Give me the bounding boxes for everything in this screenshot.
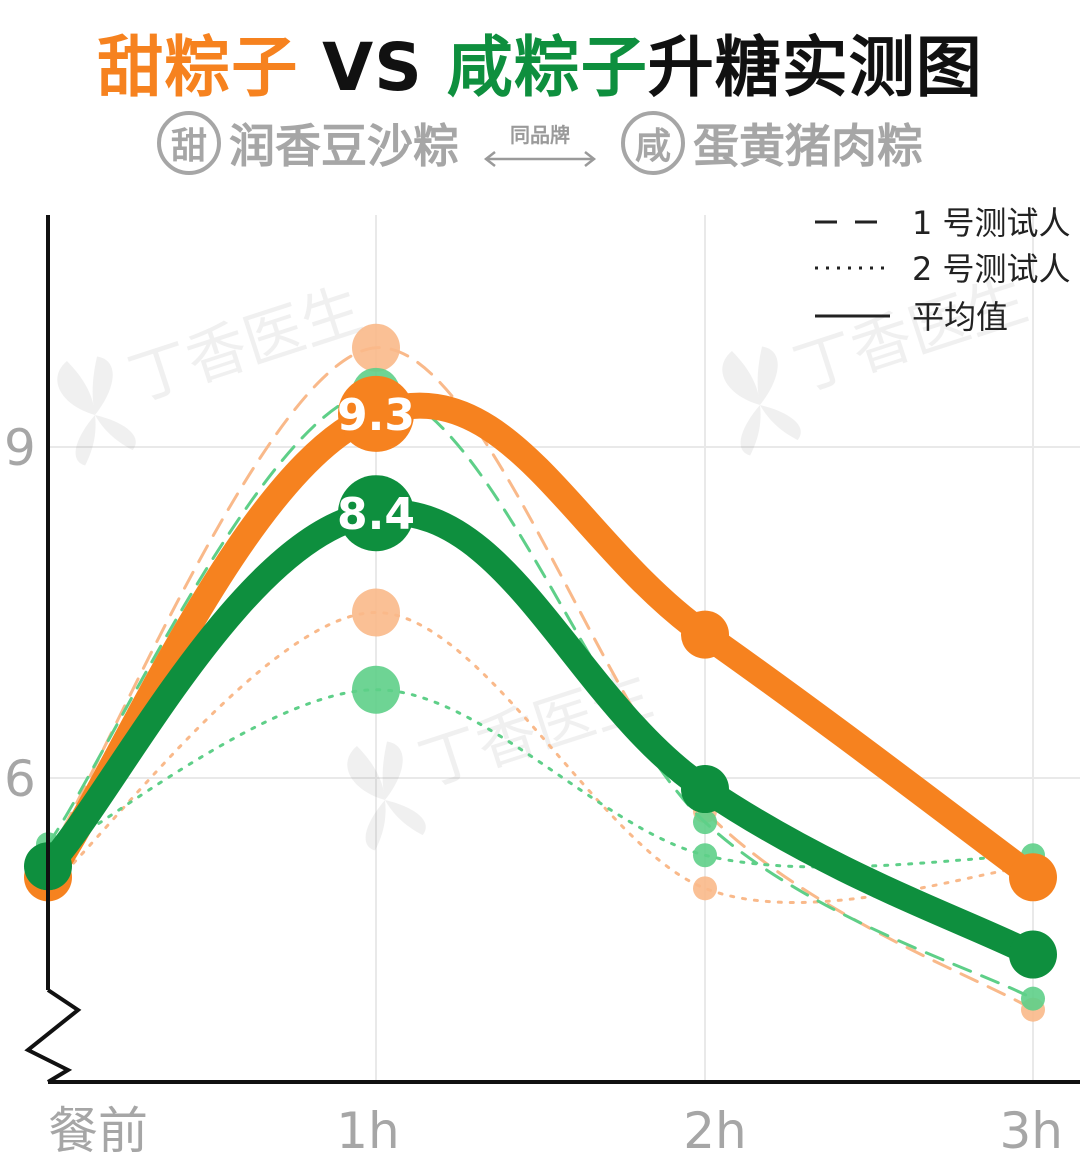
savory-average-point-1 — [338, 475, 414, 552]
leaf-icon — [385, 800, 426, 836]
leaf-icon — [365, 800, 386, 851]
savory-average-line — [35, 499, 1046, 968]
y-tick-label-9: 9 — [4, 419, 36, 477]
savory-dotted-point-1 — [352, 665, 400, 714]
sweet-average-line — [35, 392, 1046, 891]
savory-dashed-point-3 — [1021, 986, 1045, 1011]
x-tick-label-0: 餐前 — [48, 1102, 148, 1160]
savory-dotted-line — [46, 688, 1035, 869]
sweet-average-point-3 — [1009, 853, 1057, 902]
leaf-icon — [92, 356, 113, 415]
x-tick-label-2: 2h — [683, 1102, 747, 1160]
title-vs: VS — [298, 29, 447, 106]
same-brand-note: 同品牌 — [481, 119, 599, 168]
chart-title: 甜粽子 VS 咸粽子升糖实测图 — [0, 14, 1080, 110]
leaf-icon — [347, 746, 385, 800]
leaf-icon — [382, 741, 403, 800]
savory-average-point-2 — [681, 765, 729, 814]
leaf-icon — [95, 415, 136, 451]
savory-product-name: 蛋黄猪肉粽 — [693, 119, 923, 173]
sweet-dashed-line — [46, 346, 1035, 1012]
sweet-average-point-2 — [681, 610, 729, 659]
leaf-icon — [740, 405, 761, 456]
leaf-icon — [757, 346, 778, 405]
title-savory: 咸粽子 — [446, 29, 648, 106]
savory-average-point-3 — [1009, 930, 1057, 979]
watermark-2: 丁香医生 — [722, 265, 1036, 456]
y-tick-label-6: 6 — [4, 750, 36, 808]
savory-dashed-point-2 — [693, 810, 717, 835]
sweet-badge: 甜 — [157, 111, 221, 175]
sweet-dotted-point-2 — [693, 876, 717, 901]
leaf-icon — [75, 415, 96, 466]
axes — [24, 215, 1080, 1084]
savory-dashed-line — [46, 390, 1035, 1001]
title-rest: 升糖实测图 — [647, 29, 983, 106]
x-tick-label-3: 3h — [999, 1102, 1063, 1160]
legend-label-dotted: 2 号测试人 — [912, 250, 1071, 288]
title-sweet: 甜粽子 — [97, 29, 299, 106]
labels: 9.3 8.4 9 6 餐前 1h 2h 3h — [4, 390, 1063, 1160]
leaf-icon — [57, 361, 95, 415]
sweet-product-name: 润香豆沙粽 — [229, 119, 459, 173]
sweet-dotted-line — [46, 610, 1035, 904]
watermark-text: 丁香医生 — [121, 275, 371, 416]
sweet-dotted-point-1 — [352, 588, 400, 637]
savory-dotted-point-2 — [693, 843, 717, 868]
savory-average-value-label: 8.4 — [337, 489, 415, 540]
sweet-average-point-1 — [338, 375, 414, 452]
sweet-dashed-point-1 — [352, 323, 400, 372]
sweet-average-value-label: 9.3 — [337, 390, 415, 441]
axis-break-icon — [24, 988, 82, 1084]
x-tick-label-1: 1h — [336, 1102, 400, 1160]
leaf-icon — [722, 351, 760, 405]
double-arrow-icon — [483, 150, 597, 167]
average-series-layer — [24, 375, 1057, 979]
leaf-icon — [760, 405, 801, 441]
same-brand-label: 同品牌 — [510, 122, 570, 147]
legend-label-solid: 平均值 — [912, 298, 1008, 336]
savory-badge: 咸 — [621, 111, 685, 175]
chart-subtitle: 甜 润香豆沙粽 同品牌 咸 蛋黄猪肉粽 — [0, 108, 1080, 178]
legend-label-dashed: 1 号测试人 — [912, 204, 1071, 242]
